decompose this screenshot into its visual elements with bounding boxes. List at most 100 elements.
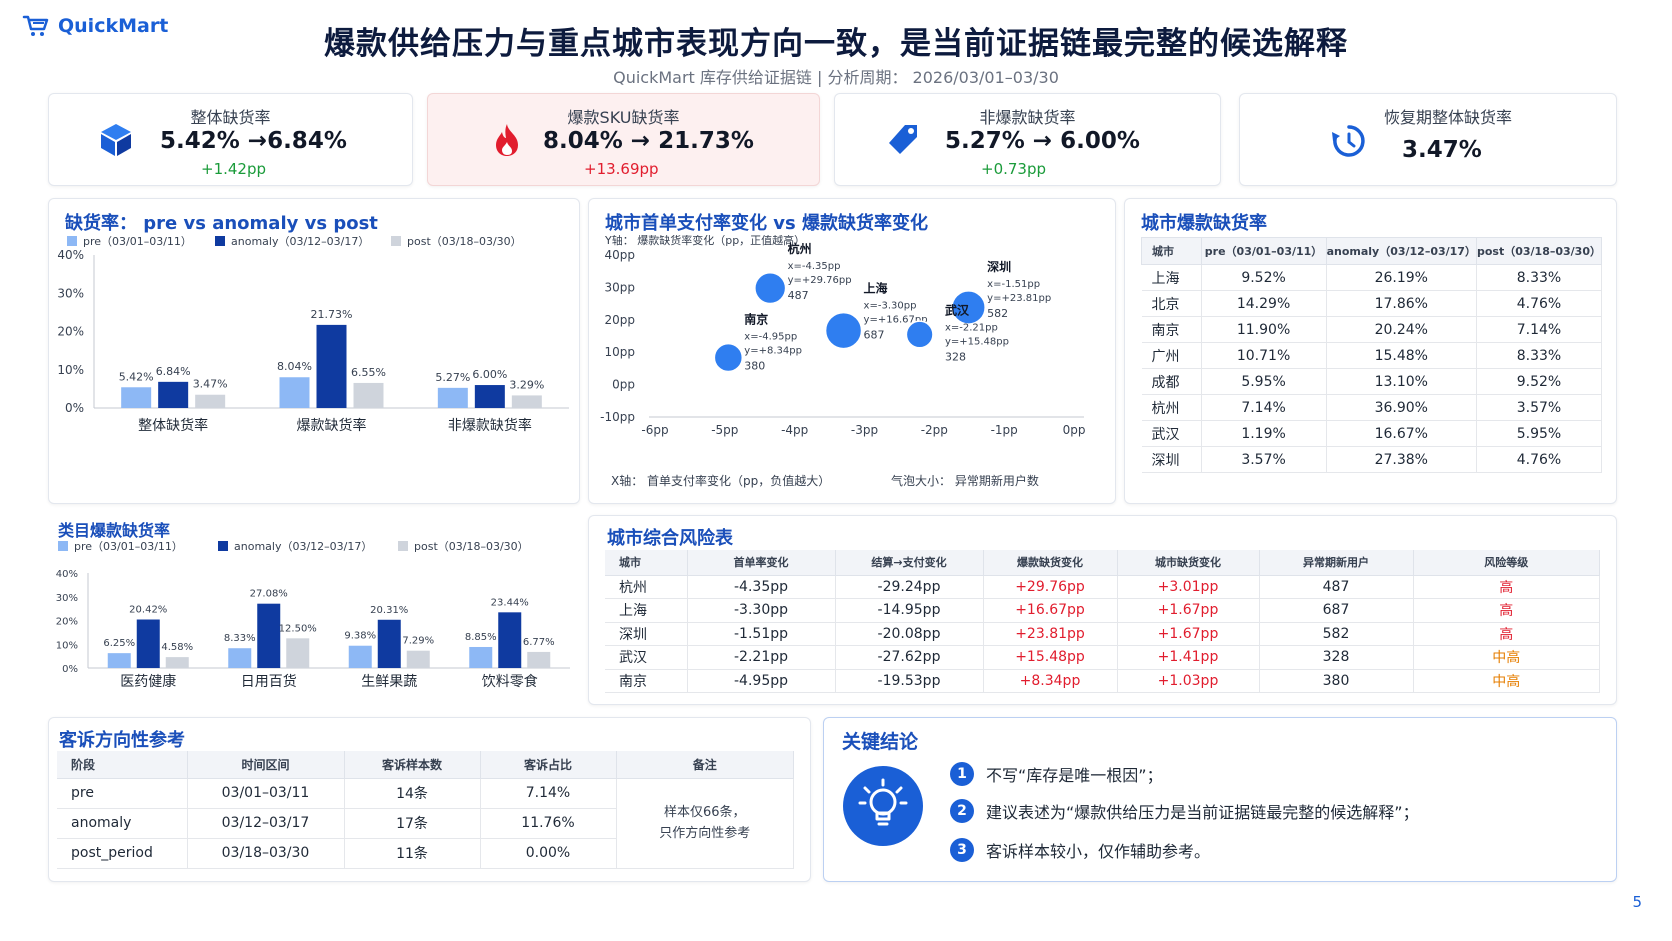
table-cell: 杭州 bbox=[1141, 394, 1202, 421]
data-label: 6.77% bbox=[523, 637, 555, 648]
kpi-card-non-hot: 非爆款缺货率 5.27% → 6.00% +0.73pp bbox=[834, 93, 1221, 186]
city-bubble bbox=[951, 290, 986, 325]
table-header: pre（03/01–03/11） bbox=[1200, 237, 1327, 265]
data-label: 8.33% bbox=[224, 633, 256, 644]
table-cell: 3.57% bbox=[1201, 446, 1327, 473]
number-badge: 3 bbox=[950, 838, 974, 862]
legend-label-anomaly: anomaly（03/12–03/17） bbox=[231, 235, 369, 248]
y-tick-label: 40% bbox=[56, 569, 78, 580]
table-cell: 南京 bbox=[605, 669, 688, 693]
table-cell: 380 bbox=[1259, 669, 1414, 693]
city-bubble bbox=[824, 311, 863, 350]
table-cell: 03/01–03/11 bbox=[187, 778, 345, 809]
table-cell: 杭州 bbox=[605, 575, 688, 599]
x-tick-label: -3pp bbox=[851, 423, 878, 437]
city-bubble bbox=[754, 272, 787, 305]
bubble-x-label: x=-3.30pp bbox=[864, 301, 917, 312]
bubble-size-value: 582 bbox=[987, 307, 1008, 320]
table-cell: -20.08pp bbox=[835, 622, 984, 646]
table-row: 成都 5.95% 13.10% 9.52% bbox=[1141, 368, 1603, 395]
data-label: 6.00% bbox=[472, 368, 507, 381]
table-cell: post_period bbox=[57, 838, 188, 869]
cart-icon bbox=[22, 15, 49, 36]
table-cell: 9.52% bbox=[1201, 264, 1327, 291]
table-cell: 03/18–03/30 bbox=[187, 838, 345, 869]
table-cell: 武汉 bbox=[605, 645, 688, 670]
complaint-table-card: 客诉方向性参考 阶段 时间区间 客诉样本数 客诉占比 备注 pre 03/01–… bbox=[48, 717, 811, 882]
kpi-label: 爆款SKU缺货率 bbox=[567, 108, 680, 127]
data-label: 6.55% bbox=[351, 366, 386, 379]
y-tick-label: 30% bbox=[56, 593, 78, 604]
table-cell: -2.21pp bbox=[687, 645, 836, 670]
city-table-card: 城市爆款缺货率 城市 pre（03/01–03/11） anomaly（03/1… bbox=[1124, 198, 1617, 504]
table-cell: 328 bbox=[1259, 645, 1414, 670]
table-cell: 13.10% bbox=[1326, 368, 1477, 395]
x-tick-label: -2pp bbox=[921, 423, 948, 437]
bar-anomaly bbox=[257, 603, 281, 668]
table-cell: 14.29% bbox=[1201, 290, 1327, 317]
number-badge: 1 bbox=[950, 762, 974, 786]
bar-pre bbox=[107, 653, 131, 668]
x-tick-label: -5pp bbox=[711, 423, 738, 437]
legend-swatch-post bbox=[398, 541, 408, 551]
table-header: 阶段 bbox=[57, 751, 188, 779]
x-tick-label: 0pp bbox=[1063, 423, 1086, 437]
y-axis-title: Y轴： 爆款缺货率变化（pp，正值越高） bbox=[604, 235, 805, 247]
table-cell: 8.33% bbox=[1476, 342, 1603, 369]
legend-label-post: post（03/18–03/30） bbox=[407, 235, 522, 248]
data-label: 6.25% bbox=[103, 638, 135, 649]
x-category-label: 非爆款缺货率 bbox=[448, 417, 532, 434]
complaint-table: 阶段 时间区间 客诉样本数 客诉占比 备注 pre 03/01–03/11 14… bbox=[57, 751, 794, 869]
table-cell: +1.03pp bbox=[1117, 669, 1260, 693]
kpi-value: 3.47% bbox=[1402, 137, 1482, 163]
y-tick-label: -10pp bbox=[600, 410, 635, 424]
kpi-value: 5.42% →6.84% bbox=[160, 128, 347, 154]
page-title: 爆款供给压力与重点城市表现方向一致，是当前证据链最完整的候选解释 bbox=[324, 26, 1348, 62]
table-header: 首单率变化 bbox=[687, 550, 836, 576]
table-row: 上海 -3.30pp -14.95pp +16.67pp +1.67pp 687 高 bbox=[605, 598, 1600, 623]
table-cell: 15.48% bbox=[1326, 342, 1477, 369]
bubble-y-label: y=+15.48pp bbox=[945, 336, 1009, 347]
bar-pre bbox=[279, 377, 310, 408]
y-tick-label: 10% bbox=[57, 363, 84, 377]
table-cell: 5.95% bbox=[1201, 368, 1327, 395]
bubble-city-label: 深圳 bbox=[987, 259, 1011, 274]
conclusion-item: 2 建议表述为“爆款供给压力是当前证据链最完整的候选解释”； bbox=[950, 799, 1419, 823]
bubble-y-label: y=+16.67pp bbox=[864, 315, 928, 326]
section-title: 类目爆款缺货率 bbox=[58, 521, 171, 540]
table-cell: 上海 bbox=[605, 598, 688, 623]
table-row: 深圳 -1.51pp -20.08pp +23.81pp +1.67pp 582 高 bbox=[605, 622, 1600, 646]
table-note: 样本仅66条， 只作方向性参考 bbox=[616, 778, 794, 869]
data-label: 4.58% bbox=[161, 642, 193, 653]
table-header: 异常期新用户 bbox=[1259, 550, 1414, 576]
legend-label-pre: pre（03/01–03/11） bbox=[83, 235, 192, 248]
table-cell: pre bbox=[57, 778, 188, 809]
table-header: 备注 bbox=[616, 751, 794, 779]
bubble-size-value: 328 bbox=[945, 350, 966, 363]
table-cell: 687 bbox=[1259, 598, 1414, 623]
table-header: 客诉占比 bbox=[480, 751, 617, 779]
category-bar-chart: pre（03/01–03/11） anomaly（03/12–03/17） post… bbox=[56, 540, 570, 690]
table-row: 杭州 7.14% 36.90% 3.57% bbox=[1141, 394, 1603, 421]
table-header: 风险等级 bbox=[1413, 550, 1600, 576]
table-cell: -27.62pp bbox=[835, 645, 984, 670]
table-cell: -29.24pp bbox=[835, 575, 984, 599]
table-cell: -3.30pp bbox=[687, 598, 836, 623]
x-tick-label: -6pp bbox=[641, 423, 668, 437]
x-category-label: 整体缺货率 bbox=[138, 417, 208, 434]
fire-icon bbox=[496, 124, 518, 156]
table-cell: -1.51pp bbox=[687, 622, 836, 646]
table-cell: -4.95pp bbox=[687, 669, 836, 693]
table-cell: 4.76% bbox=[1476, 446, 1603, 473]
table-cell: 16.67% bbox=[1326, 420, 1477, 447]
table-cell: 成都 bbox=[1141, 368, 1202, 395]
data-label: 23.44% bbox=[491, 597, 529, 608]
brand-logo: QuickMart bbox=[22, 14, 168, 38]
x-category-label: 医药健康 bbox=[120, 673, 176, 690]
table-cell: +23.81pp bbox=[983, 622, 1118, 646]
data-label: 3.47% bbox=[193, 378, 228, 391]
kpi-card-hot-sku: 爆款SKU缺货率 8.04% → 21.73% +13.69pp bbox=[427, 93, 820, 186]
data-label: 20.31% bbox=[370, 605, 408, 616]
data-label: 20.42% bbox=[129, 605, 167, 616]
table-cell: 北京 bbox=[1141, 290, 1202, 317]
